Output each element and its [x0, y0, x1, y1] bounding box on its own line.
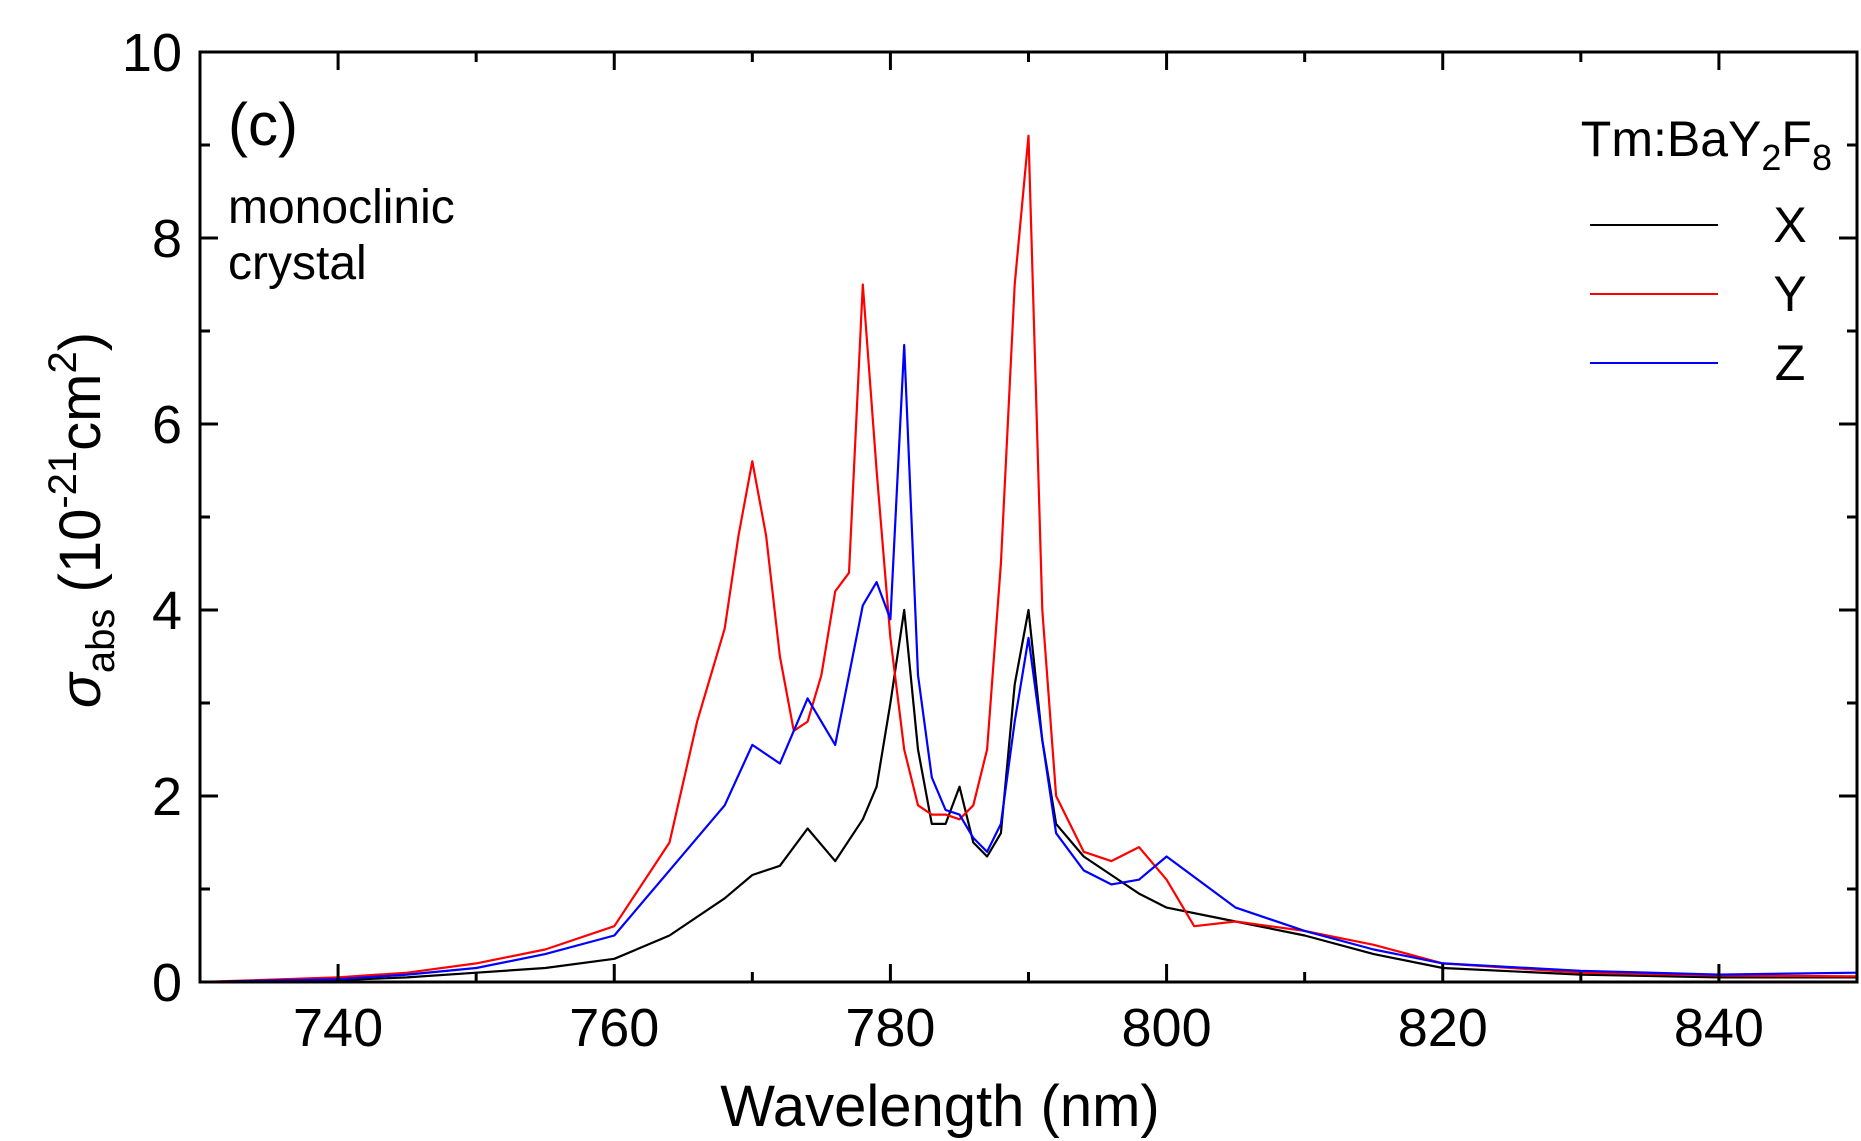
- legend-title-sub1: 2: [1761, 137, 1781, 178]
- legend-label-z: Z: [1775, 335, 1806, 391]
- x-axis-title: Wavelength (nm): [720, 1074, 1159, 1139]
- x-tick-label: 840: [1674, 998, 1764, 1058]
- y-axis-close: ): [48, 332, 113, 351]
- legend-label-y: Y: [1773, 266, 1806, 322]
- y-tick-label: 0: [152, 953, 182, 1013]
- y-axis-exponent: -21: [41, 451, 85, 509]
- y-tick-label: 10: [122, 23, 182, 83]
- legend-title-prefix: Tm:BaY: [1581, 111, 1762, 167]
- ticks-layer: 740 760 780 800 820 840 0 2 4 6 8 10: [122, 23, 1859, 1058]
- y-tick-label: 6: [152, 395, 182, 455]
- legend-label-x: X: [1773, 197, 1806, 253]
- y-tick-label: 4: [152, 581, 182, 641]
- series-line-x: [199, 608, 1857, 984]
- legend: Tm:BaY2F8 X Y Z: [1581, 111, 1832, 391]
- y-axis-unit: cm: [48, 374, 113, 451]
- series-line-z: [199, 343, 1858, 984]
- panel-label: (c): [228, 91, 298, 158]
- y-axis-unit-exponent: 2: [41, 351, 85, 373]
- y-axis-open: (10: [48, 509, 113, 609]
- annotation-line-2: crystal: [228, 237, 367, 290]
- series-line-y: [199, 134, 1858, 984]
- legend-title: Tm:BaY2F8: [1581, 111, 1832, 178]
- x-tick-label: 820: [1398, 998, 1488, 1058]
- y-tick-label: 8: [152, 209, 182, 269]
- y-axis-symbol: σ: [48, 671, 113, 708]
- y-axis-title: σabs (10-21cm2): [41, 332, 123, 708]
- series-layer: [199, 134, 1858, 984]
- x-tick-label: 760: [569, 998, 659, 1058]
- y-tick-label: 2: [152, 767, 182, 827]
- x-tick-label: 800: [1122, 998, 1212, 1058]
- legend-title-mid: F: [1781, 111, 1812, 167]
- legend-title-sub2: 8: [1812, 137, 1832, 178]
- y-axis-subscript: abs: [79, 609, 123, 674]
- x-tick-label: 780: [845, 998, 935, 1058]
- annotation-line-1: monoclinic: [228, 181, 455, 234]
- x-tick-label: 740: [293, 998, 383, 1058]
